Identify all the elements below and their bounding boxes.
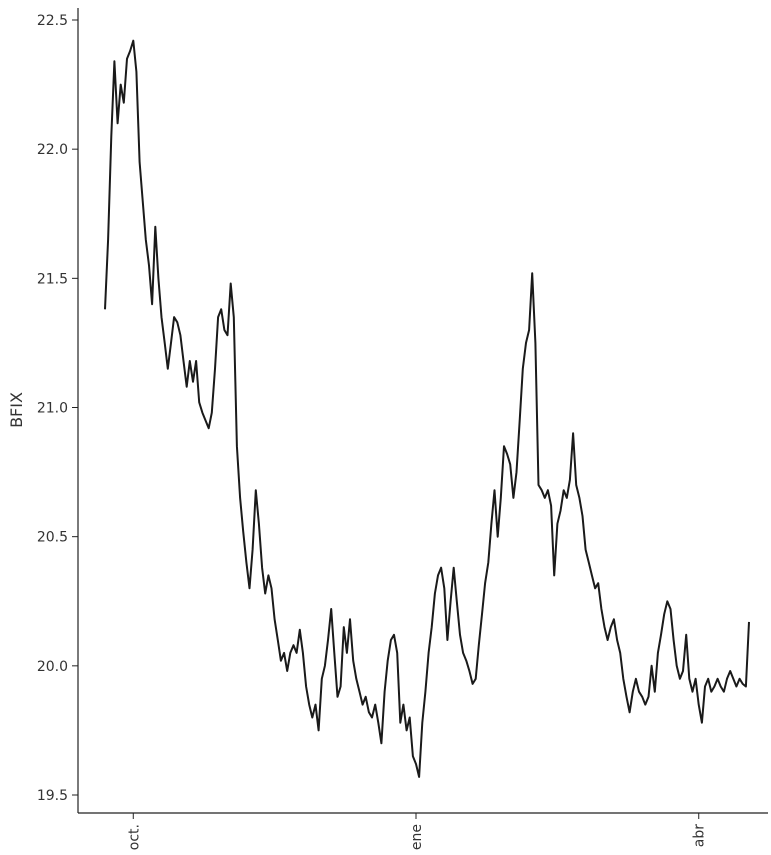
y-tick-label: 22.0 xyxy=(37,142,68,158)
y-tick-label: 20.5 xyxy=(37,530,68,546)
x-tick-label: abr xyxy=(692,824,708,847)
y-tick-label: 21.5 xyxy=(37,271,68,287)
x-tick-label: oct. xyxy=(126,824,142,850)
y-tick-label: 19.5 xyxy=(37,788,68,804)
series-group xyxy=(104,39,750,778)
y-axis-title: BFIX xyxy=(7,392,26,428)
y-ticks: 19.5 20.0 20.5 21.0 21.5 22.0 22.5 xyxy=(37,13,78,804)
series-line xyxy=(104,39,750,778)
y-tick-label: 22.5 xyxy=(37,13,68,29)
x-ticks: oct. ene abr xyxy=(126,813,708,850)
y-tick-label: 20.0 xyxy=(37,659,68,675)
x-tick-label: ene xyxy=(409,824,425,850)
y-tick-label: 21.0 xyxy=(37,401,68,417)
